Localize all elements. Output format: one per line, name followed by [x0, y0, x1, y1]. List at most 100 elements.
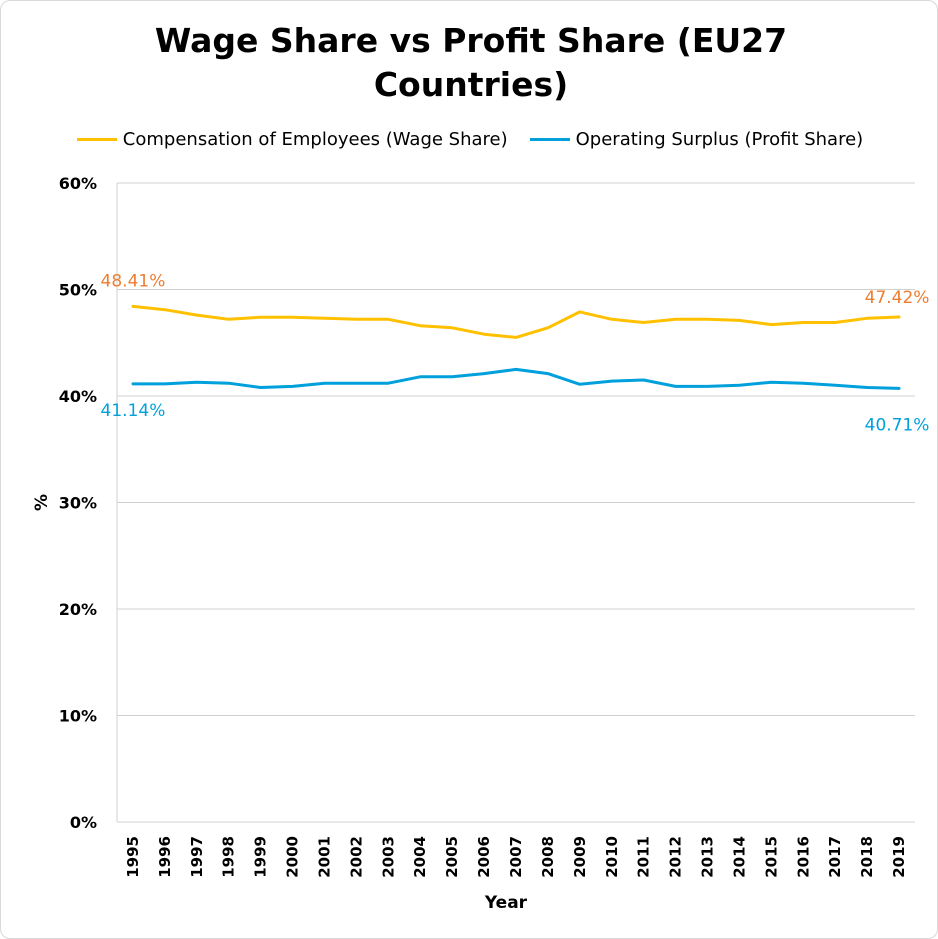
data-point-wage-share: [195, 313, 198, 317]
data-point-profit-share: [897, 387, 901, 390]
x-tick-label: 2008: [539, 836, 557, 878]
data-point-wage-share: [642, 321, 645, 324]
data-point-profit-share: [546, 372, 550, 375]
y-tick-label: 50%: [59, 281, 97, 300]
x-tick-label: 2006: [475, 836, 493, 878]
data-point-wage-share: [546, 326, 550, 330]
data-point-wage-share: [610, 318, 613, 321]
data-point-profit-share: [131, 382, 135, 386]
data-point-profit-share: [514, 368, 518, 371]
data-point-wage-share: [738, 319, 741, 322]
data-point-profit-share: [770, 380, 773, 384]
data-point-profit-share: [802, 382, 805, 385]
data-point-wage-share: [227, 318, 230, 321]
x-tick-label: 2005: [443, 836, 461, 878]
chart-title-line-2: Countries): [373, 65, 569, 104]
y-tick-label: 0%: [70, 813, 97, 832]
data-point-wage-share: [450, 326, 454, 330]
y-tick-label: 60%: [59, 174, 97, 193]
legend-item-wage-share[interactable]: Compensation of Employees (Wage Share): [76, 129, 508, 150]
data-point-profit-share: [291, 385, 294, 388]
data-label-profit-first: 41.14%: [101, 401, 166, 421]
data-point-profit-share: [387, 382, 390, 385]
data-label-wage-last: 47.42%: [865, 288, 930, 308]
x-tick-label: 2018: [858, 836, 876, 878]
y-tick-label: 20%: [59, 600, 97, 619]
data-point-profit-share: [674, 385, 677, 388]
data-label-profit-last: 40.71%: [865, 415, 930, 435]
data-point-wage-share: [770, 323, 773, 326]
data-point-wage-share: [259, 315, 262, 319]
legend-label-wage-share: Compensation of Employees (Wage Share): [122, 129, 508, 150]
x-tick-label: 1999: [252, 836, 270, 878]
data-point-wage-share: [578, 310, 582, 314]
x-tick-label: 2001: [315, 836, 333, 878]
series-line-profit-share: [131, 367, 901, 390]
x-tick-label: 2017: [826, 836, 844, 878]
data-point-profit-share: [163, 382, 167, 386]
y-axis-title: %: [32, 494, 52, 511]
data-point-wage-share: [834, 321, 837, 324]
x-tick-label: 2013: [699, 836, 717, 878]
chart-title: Wage Share vs Profit Share (EU27 Countri…: [121, 19, 821, 107]
x-tick-label: 1997: [188, 836, 206, 878]
data-label-wage-first: 48.41%: [101, 271, 166, 291]
x-tick-label: 1995: [124, 836, 142, 878]
data-point-profit-share: [482, 372, 486, 375]
data-point-wage-share: [355, 318, 358, 321]
chart-legend: Compensation of Employees (Wage Share) O…: [1, 129, 937, 150]
y-tick-label: 40%: [59, 387, 97, 406]
x-tick-label: 2010: [603, 836, 621, 878]
legend-swatch-profit-share: [529, 138, 570, 141]
data-point-profit-share: [419, 375, 422, 379]
data-point-wage-share: [897, 315, 901, 319]
data-point-profit-share: [578, 383, 582, 386]
x-tick-label: 1996: [156, 836, 174, 878]
x-tick-label: 2015: [762, 836, 780, 878]
x-tick-label: 2007: [507, 836, 525, 878]
data-point-profit-share: [323, 382, 326, 385]
x-tick-label: 2003: [379, 836, 397, 878]
x-tick-label: 2014: [730, 836, 748, 878]
data-point-profit-share: [227, 382, 230, 385]
x-axis-title: Year: [484, 893, 528, 913]
data-point-profit-share: [259, 386, 262, 389]
data-point-wage-share: [482, 333, 486, 336]
data-point-wage-share: [514, 336, 518, 339]
data-point-wage-share: [865, 317, 869, 320]
chart-title-line-1: Wage Share vs Profit Share (EU27: [154, 21, 788, 60]
data-point-profit-share: [642, 378, 645, 382]
data-point-wage-share: [163, 308, 167, 311]
data-point-wage-share: [131, 305, 135, 308]
data-point-wage-share: [387, 318, 390, 321]
series-line-wage-share: [131, 304, 901, 339]
x-tick-label: 1998: [220, 836, 238, 878]
data-point-profit-share: [865, 386, 869, 389]
data-point-profit-share: [195, 380, 198, 384]
x-tick-label: 2012: [667, 836, 685, 878]
x-tick-label: 2011: [635, 836, 653, 878]
data-point-profit-share: [355, 382, 358, 385]
data-point-wage-share: [706, 318, 709, 321]
data-point-wage-share: [419, 324, 422, 327]
legend-label-profit-share: Operating Surplus (Profit Share): [575, 129, 864, 150]
x-tick-label: 2004: [411, 836, 429, 878]
data-point-profit-share: [610, 379, 613, 383]
x-tick-label: 2002: [347, 836, 365, 878]
data-point-wage-share: [802, 321, 805, 324]
x-tick-label: 2016: [794, 836, 812, 878]
legend-item-profit-share[interactable]: Operating Surplus (Profit Share): [529, 129, 864, 150]
x-tick-label: 2019: [890, 836, 908, 878]
data-point-profit-share: [450, 375, 454, 379]
data-point-profit-share: [834, 384, 837, 387]
x-tick-label: 2009: [571, 836, 589, 878]
x-tick-label: 2000: [284, 836, 302, 878]
data-point-wage-share: [674, 318, 677, 321]
legend-swatch-wage-share: [76, 138, 117, 141]
y-tick-label: 10%: [59, 707, 97, 726]
y-tick-label: 30%: [59, 494, 97, 513]
data-point-profit-share: [738, 384, 741, 387]
data-point-wage-share: [323, 317, 326, 320]
